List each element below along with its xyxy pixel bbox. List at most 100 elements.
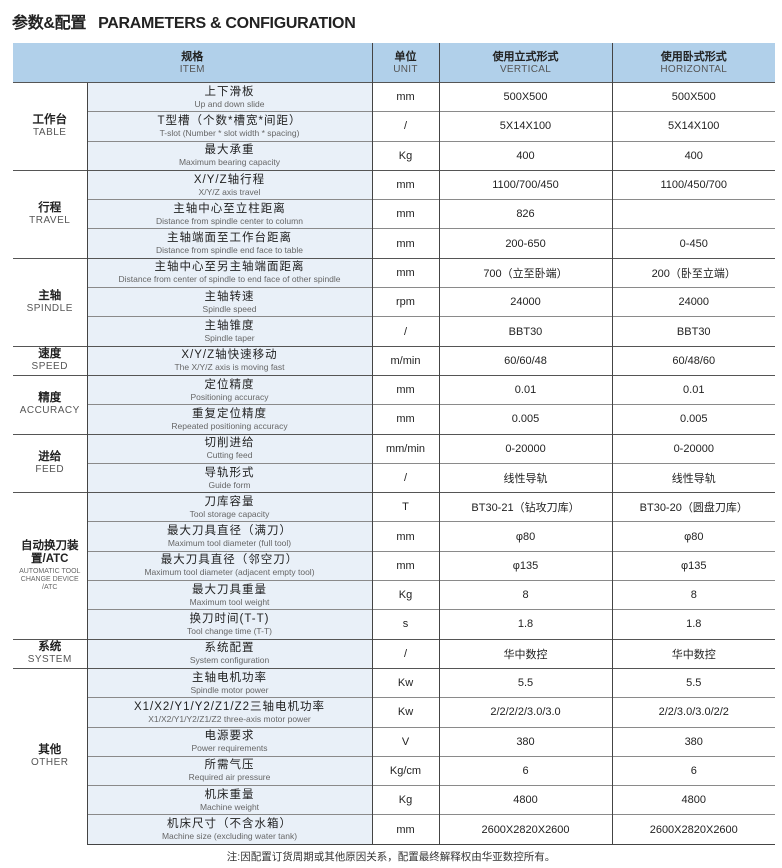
item-cell: X1/X2/Y1/Y2/Z1/Z2三轴电机功率 X1/X2/Y1/Y2/Z1/Z2… bbox=[86, 697, 372, 728]
item-name-zh: X/Y/Z轴行程 bbox=[193, 173, 266, 186]
unit-cell: mm bbox=[371, 199, 439, 229]
table-row: 所需气压 Required air pressure Kg/cm 6 6 bbox=[13, 755, 775, 786]
unit-cell: rpm bbox=[371, 287, 439, 317]
table-header: 规格 ITEM 单位 UNIT 使用立式形式 VERTICAL 使用卧式形式 HORIZ… bbox=[13, 43, 775, 83]
item-cell: 最大刀具直径（满刀） Maximum tool diameter (full to… bbox=[86, 521, 372, 552]
unit-cell: Kg bbox=[371, 785, 439, 815]
horizontal-value: 400 bbox=[611, 140, 775, 171]
unit-cell: mm bbox=[371, 169, 439, 200]
page-title: 参数&配置 PARAMETERS & CONFIGURATION bbox=[12, 9, 356, 33]
horizontal-value: 200（卧至立端） bbox=[611, 257, 775, 288]
table-row: 最大刀具重量 Maximum tool weight Kg 8 8 bbox=[13, 580, 775, 610]
footnote: 注:因配置订货周期或其他原因关系，配置最终解释权由华亚数控所有。 bbox=[226, 851, 556, 863]
horizontal-value: φ80 bbox=[611, 521, 775, 552]
table-row: 主轴锥度 Spindle taper / BBT30 BBT30 bbox=[13, 316, 775, 347]
horizontal-value: 0.005 bbox=[611, 404, 775, 435]
table-row: 最大刀具直径（满刀） Maximum tool diameter (full to… bbox=[13, 521, 775, 552]
vertical-value: 60/60/48 bbox=[438, 345, 612, 376]
title-zh: 参数&配置 bbox=[12, 15, 87, 32]
item-cell: 主轴中心至立柱距离 Distance from spindle center to… bbox=[86, 199, 372, 229]
vertical-value: φ80 bbox=[438, 521, 612, 552]
horizontal-value: 2600X2820X2600 bbox=[611, 814, 775, 845]
horizontal-value: BT30-20（圆盘刀库） bbox=[611, 492, 775, 522]
group-label-zh: 自动换刀装置/ATC bbox=[21, 539, 79, 565]
spec-table: 规格 ITEM 单位 UNIT 使用立式形式 VERTICAL 使用卧式形式 HORIZ… bbox=[13, 43, 775, 845]
item-name-zh: 所需气压 bbox=[204, 759, 255, 772]
item-name-zh: X/Y/Z轴快速移动 bbox=[181, 349, 278, 362]
item-name-zh: 主轴端面至工作台距离 bbox=[167, 232, 292, 245]
item-name-zh: 机床重量 bbox=[204, 788, 255, 801]
table-row: 进给 FEED 切削进给 Cutting feed mm/min 0-20000 0-200… bbox=[13, 433, 775, 493]
table-row: 精度 ACCURACY 定位精度 Positioning accuracy mm 0.01… bbox=[13, 374, 775, 435]
unit-cell: mm bbox=[371, 404, 439, 435]
unit-cell: mm bbox=[371, 228, 439, 259]
group-label: 行程 TRAVEL bbox=[13, 169, 87, 259]
group-label-zh: 主轴 bbox=[38, 289, 62, 302]
item-name-en: Maximum tool weight bbox=[189, 596, 270, 607]
item-name-zh: 主轴转速 bbox=[204, 290, 255, 303]
item-name-zh: T型槽（个数*槽宽*间距） bbox=[157, 114, 302, 127]
item-name-en: Machine size (excluding water tank) bbox=[161, 831, 298, 842]
item-cell: 机床重量 Machine weight bbox=[86, 785, 372, 815]
table-row: T型槽（个数*槽宽*间距） T-slot (Number * slot width… bbox=[13, 111, 775, 142]
unit-cell: mm bbox=[371, 550, 439, 581]
vertical-value: 200-650 bbox=[438, 228, 612, 259]
group-label-en: SYSTEM bbox=[27, 654, 72, 666]
title-en: PARAMETERS & CONFIGURATION bbox=[98, 15, 356, 32]
unit-cell: mm bbox=[371, 374, 439, 405]
item-name-en: Distance from center of spindle to end f… bbox=[118, 274, 341, 285]
item-cell: 导轨形式 Guide form bbox=[86, 462, 372, 493]
table-row: 速度 SPEED X/Y/Z轴快速移动 The X/Y/Z axis is movin… bbox=[13, 345, 775, 376]
item-name-en: Distance from spindle center to column bbox=[156, 215, 303, 226]
group-label: 系统 SYSTEM bbox=[13, 638, 87, 669]
unit-cell: / bbox=[371, 111, 439, 142]
vertical-value: 6 bbox=[438, 755, 612, 786]
horizontal-value: 1100/450/700 bbox=[611, 169, 775, 200]
table-row: 重复定位精度 Repeated positioning accuracy mm 0.0… bbox=[13, 404, 775, 435]
item-cell: 定位精度 Positioning accuracy bbox=[86, 374, 372, 405]
group-label-en: FEED bbox=[35, 463, 65, 475]
header-item: 规格 ITEM bbox=[13, 43, 372, 83]
item-name-en: Spindle speed bbox=[202, 303, 257, 314]
horizontal-value bbox=[611, 199, 775, 229]
horizontal-value: 0-450 bbox=[611, 228, 775, 259]
item-name-en: Power requirements bbox=[191, 743, 268, 754]
horizontal-value: 4800 bbox=[611, 785, 775, 815]
item-cell: 所需气压 Required air pressure bbox=[86, 755, 372, 786]
item-name-en: X1/X2/Y1/Y2/Z1/Z2 three-axis motor power bbox=[148, 713, 311, 724]
vertical-value: 2/2/2/2/3.0/3.0 bbox=[438, 697, 612, 728]
group-label-zh: 工作台 bbox=[32, 113, 68, 126]
unit-cell: mm bbox=[371, 814, 439, 845]
vertical-value: 1.8 bbox=[438, 609, 612, 640]
item-name-zh: 定位精度 bbox=[204, 378, 255, 391]
horizontal-value: φ135 bbox=[611, 550, 775, 581]
item-name-en: Required air pressure bbox=[188, 772, 271, 783]
header-horizontal-en: HORIZONTAL bbox=[660, 63, 728, 75]
item-cell: 主轴端面至工作台距离 Distance from spindle end face… bbox=[86, 228, 372, 259]
item-name-en: Maximum tool diameter (adjacent empty to… bbox=[144, 567, 315, 578]
vertical-value: 0-20000 bbox=[438, 433, 612, 464]
header-horizontal-zh: 使用卧式形式 bbox=[660, 50, 727, 63]
table-row: 最大承重 Maximum bearing capacity Kg 400 400 bbox=[13, 140, 775, 171]
vertical-value: BBT30 bbox=[438, 316, 612, 347]
group-label-en: SPINDLE bbox=[26, 302, 73, 314]
item-name-en: Maximum tool diameter (full tool) bbox=[167, 538, 292, 549]
header-vertical-zh: 使用立式形式 bbox=[492, 50, 559, 63]
item-name-zh: 换刀时间(T-T) bbox=[189, 612, 270, 625]
item-cell: T型槽（个数*槽宽*间距） T-slot (Number * slot width… bbox=[86, 111, 372, 142]
item-name-en: Cutting feed bbox=[206, 450, 253, 461]
item-cell: 主轴电机功率 Spindle motor power bbox=[86, 667, 372, 698]
table-row: 机床重量 Machine weight Kg 4800 4800 bbox=[13, 785, 775, 815]
vertical-value: BT30-21（钻攻刀库） bbox=[438, 492, 612, 522]
item-cell: 最大刀具重量 Maximum tool weight bbox=[86, 580, 372, 610]
header-unit-en: UNIT bbox=[393, 63, 418, 75]
unit-cell: Kg bbox=[371, 580, 439, 610]
item-cell: X/Y/Z轴行程 X/Y/Z axis travel bbox=[86, 169, 372, 200]
table-row: 主轴端面至工作台距离 Distance from spindle end face… bbox=[13, 228, 775, 259]
unit-cell: mm bbox=[371, 257, 439, 288]
vertical-value: 1100/700/450 bbox=[438, 169, 612, 200]
item-cell: 主轴中心至另主轴端面距离 Distance from center of spin… bbox=[86, 257, 372, 288]
table-row: 主轴转速 Spindle speed rpm 24000 24000 bbox=[13, 287, 775, 317]
horizontal-value: 500X500 bbox=[611, 81, 775, 112]
item-cell: 系统配置 System configuration bbox=[86, 638, 372, 669]
